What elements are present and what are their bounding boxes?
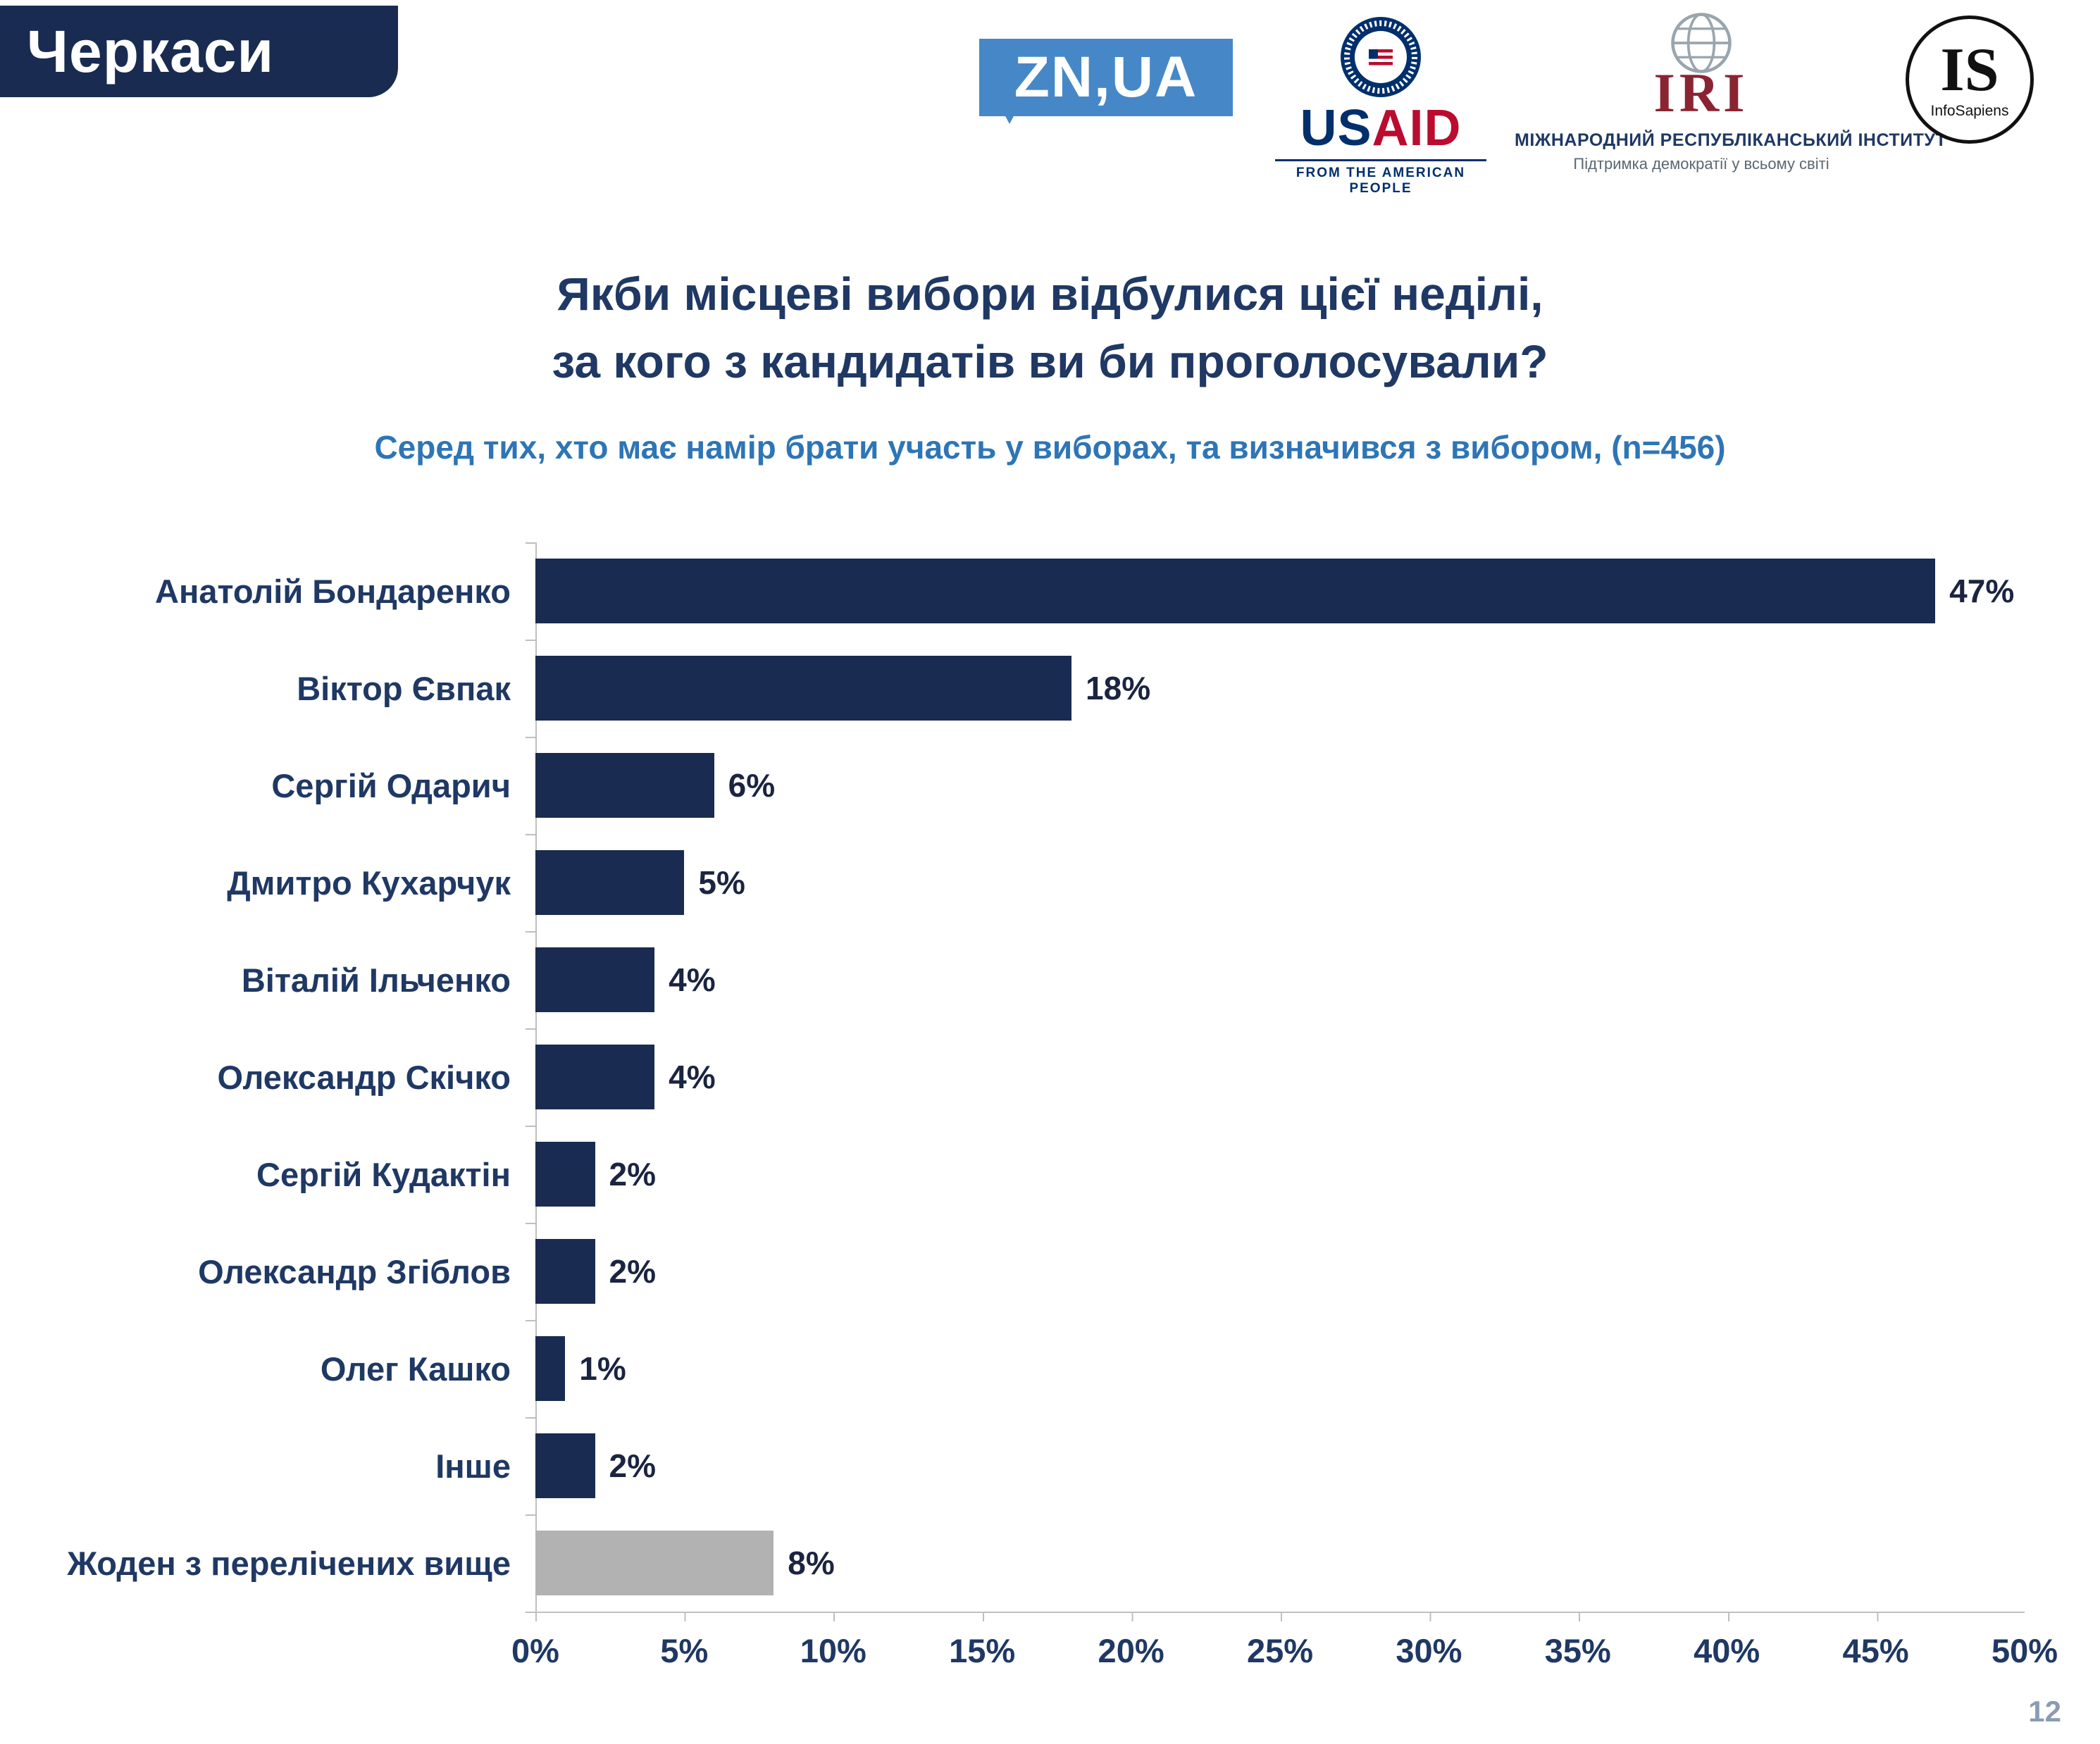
chart-row: Сергій Кудактін 2% [42,1126,2025,1223]
bar [535,559,1936,623]
value-label: 1% [579,1350,626,1387]
value-label: 18% [1086,670,1151,706]
bar [535,1531,774,1595]
bar [535,1336,566,1401]
chart-title: Якби місцеві вибори відбулися цієї неділ… [0,261,2100,395]
x-tick-label: 10% [800,1632,866,1669]
category-label: Віктор Євпак [297,669,511,707]
chart-row: Олександр Скічко 4% [42,1028,2025,1126]
page-number: 12 [2028,1695,2061,1728]
chart-row: Віктор Євпак 18% [42,640,2025,737]
znua-logo: ZN,UA [979,39,1233,124]
bar-area: 2% [535,1223,2025,1320]
usaid-wordmark-us: US [1300,100,1372,156]
value-label: 2% [609,1447,657,1484]
bar-chart: Анатолій Бондаренко 47% Віктор Євпак 18% Сер… [42,542,2058,1676]
bar [535,1239,595,1304]
bar-area: 4% [535,931,2025,1028]
usaid-wordmark-aid: AID [1372,100,1462,156]
usaid-wordmark: USAID [1275,103,1486,154]
category-label: Сергій Кудактін [256,1155,511,1193]
chart-row: Олександр Згіблов 2% [42,1223,2025,1320]
category-label: Жоден з перелічених вище [67,1544,511,1582]
x-tick-label: 30% [1396,1632,1462,1669]
bar-area: 6% [535,737,2025,834]
chart-subtitle: Серед тих, хто має намір брати участь у … [374,429,1726,466]
bar [535,947,655,1012]
iri-logo: IRI МІЖНАРОДНИЙ РЕСПУБЛІКАНСЬКИЙ ІНСТИТУ… [1515,11,1947,173]
bar-area: 8% [535,1514,2025,1612]
x-tick-label: 15% [949,1632,1016,1669]
bar-area: 47% [535,542,2025,640]
category-label: Інше [435,1447,511,1485]
iri-wordmark: IRI [1653,62,1749,123]
chart-row: Сергій Одарич 6% [42,737,2025,834]
region-badge: Черкаси [0,6,398,97]
y-axis-tick-marks [526,542,535,1613]
znua-logo-text: ZN,UA [1014,45,1198,109]
x-tick-label: 5% [660,1632,709,1669]
bar [535,1433,595,1498]
x-axis-ticks: 0% 5% 10% 15% 20% 25% 30% 35% 40% 45% 50% [511,1613,2058,1676]
iri-globe-icon [1671,13,1732,73]
iri-name: МІЖНАРОДНИЙ РЕСПУБЛІКАНСЬКИЙ ІНСТИТУТ [1515,130,1947,150]
category-label: Сергій Одарич [271,766,511,804]
chart-title-line2: за кого з кандидатів ви би проголосували… [552,335,1548,387]
chart-title-line1: Якби місцеві вибори відбулися цієї неділ… [557,268,1543,320]
chart-row: Інше 2% [42,1417,2025,1514]
x-tick-label: 40% [1694,1632,1760,1669]
bar [535,656,1072,721]
bar-area: 2% [535,1417,2025,1514]
value-label: 2% [609,1253,657,1290]
bar [535,753,714,818]
bar [535,850,685,915]
chart-row: Анатолій Бондаренко 47% [42,542,2025,640]
category-label: Олександр Згіблов [198,1252,511,1290]
value-label: 47% [1949,573,2015,609]
infosapiens-name: InfoSapiens [1930,103,2009,119]
region-label: Черкаси [27,18,275,85]
chart-row: Віталій Ільченко 4% [42,931,2025,1028]
usaid-emblem-icon [1341,17,1421,97]
x-axis-line [535,1612,2026,1621]
value-label: 4% [669,961,716,998]
value-label: 6% [728,767,776,804]
value-label: 4% [669,1059,716,1095]
category-label: Олег Кашко [320,1350,511,1388]
chart-row: Дмитро Кухарчук 5% [42,834,2025,931]
x-tick-label: 25% [1246,1632,1314,1669]
value-label: 2% [609,1156,657,1192]
category-label: Віталій Ільченко [241,961,511,999]
chart-rows: Анатолій Бондаренко 47% Віктор Євпак 18% Сер… [42,542,2025,1613]
category-label: Олександр Скічко [217,1058,511,1096]
usaid-tagline: FROM THE AMERICAN PEOPLE [1275,159,1486,197]
iri-tagline: Підтримка демократії у всьому світі [1573,155,1829,173]
bar [535,1045,655,1109]
bar-area: 4% [535,1028,2025,1126]
bar-area: 18% [535,640,2025,737]
bar [535,1142,595,1207]
usaid-logo: USAID FROM THE AMERICAN PEOPLE [1275,15,1486,197]
x-tick-label: 45% [1842,1632,1909,1669]
value-label: 8% [788,1545,835,1581]
x-tick-label: 20% [1098,1632,1164,1669]
bar-area: 5% [535,834,2025,931]
chart-row: Жоден з перелічених вище 8% [42,1514,2025,1612]
bar-area: 1% [535,1320,2025,1417]
value-label: 5% [698,864,745,901]
infosapiens-wordmark: IS [1940,36,1999,104]
chart-row: Олег Кашко 1% [42,1320,2025,1417]
bar-area: 2% [535,1126,2025,1223]
x-tick-label: 50% [1991,1632,2058,1669]
infosapiens-logo: IS InfoSapiens [1906,15,2034,144]
x-tick-label: 35% [1544,1632,1611,1669]
category-label: Анатолій Бондаренко [155,572,511,610]
x-tick-label: 0% [511,1632,559,1669]
category-label: Дмитро Кухарчук [227,864,511,902]
